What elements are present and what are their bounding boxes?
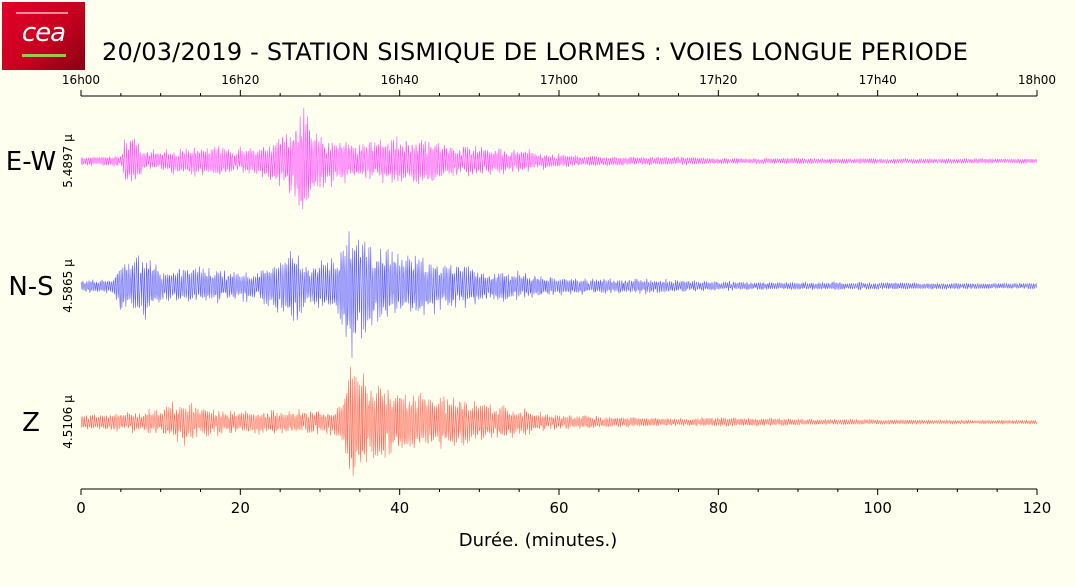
top-tick-label: 18h00 xyxy=(1018,73,1056,87)
page-title: 20/03/2019 - STATION SISMIQUE DE LORMES … xyxy=(102,38,969,66)
waveform-line xyxy=(80,107,1038,210)
top-time-axis: 16h00 16h20 16h40 17h00 17h20 17h40 18h00 xyxy=(62,73,1056,97)
bottom-tick-label: 100 xyxy=(863,499,892,517)
waveform-line xyxy=(80,231,1038,358)
cea-logo: cea xyxy=(2,2,85,70)
seismic-traces: E-W 5.4897 µ N-S 4.5865 µ Z 4.5106 µ xyxy=(6,107,1038,477)
amplitude-label: 4.5865 µ xyxy=(61,259,75,313)
logo-green-bar xyxy=(22,54,66,57)
bottom-duration-axis: 0 20 40 60 80 100 120 xyxy=(76,488,1052,517)
top-tick-label: 17h20 xyxy=(699,73,737,87)
x-axis-label: Durée. (minutes.) xyxy=(459,530,618,551)
amplitude-label: 5.4897 µ xyxy=(61,134,75,188)
trace-e-w: E-W 5.4897 µ xyxy=(6,107,1038,210)
bottom-tick-label: 120 xyxy=(1023,499,1052,517)
top-tick-label: 17h40 xyxy=(859,73,897,87)
component-label: Z xyxy=(22,408,40,438)
logo-small-text-line xyxy=(16,12,68,14)
bottom-tick-label: 0 xyxy=(76,499,86,517)
bottom-tick-label: 40 xyxy=(390,499,409,517)
bottom-tick-label: 80 xyxy=(709,499,728,517)
top-tick-label: 16h00 xyxy=(62,73,100,87)
bottom-tick-label: 60 xyxy=(549,499,568,517)
component-label: N-S xyxy=(8,272,53,302)
logo-wordmark: cea xyxy=(21,18,66,48)
component-label: E-W xyxy=(6,147,56,177)
top-tick-label: 16h40 xyxy=(381,73,419,87)
trace-z: Z 4.5106 µ xyxy=(22,366,1038,477)
waveform-line xyxy=(80,366,1038,477)
trace-n-s: N-S 4.5865 µ xyxy=(8,231,1038,358)
bottom-tick-label: 20 xyxy=(231,499,250,517)
top-tick-label: 17h00 xyxy=(540,73,578,87)
amplitude-label: 4.5106 µ xyxy=(61,395,75,449)
top-tick-label: 16h20 xyxy=(221,73,259,87)
